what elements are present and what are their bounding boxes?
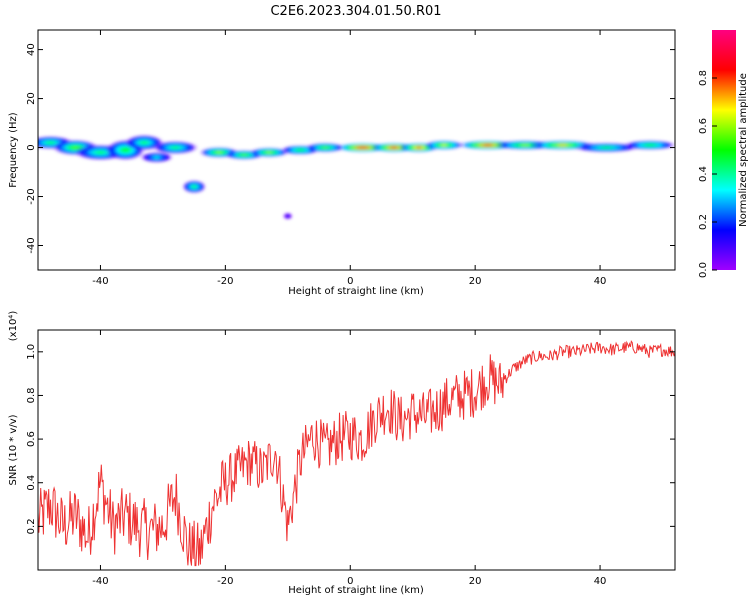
heatmap-cell [171,146,180,149]
snr-xtick-label: -20 [217,576,233,587]
snr-xlabel: Height of straight line (km) [288,585,424,596]
spectrogram-ytick-label: 20 [26,92,37,105]
heatmap-cell [415,146,423,149]
snr-ytick-label: 0.4 [26,475,37,491]
spectrogram-frame [37,29,676,271]
spectrogram-xtick-label: 20 [469,276,482,287]
snr-y-multiplier: (x10⁴) [8,311,19,342]
heatmap-cell [286,215,289,218]
heatmap-cell [557,144,568,147]
spectrogram-heatmap [38,135,675,220]
snr-xtick-label: -40 [92,576,108,587]
spectrogram-xtick-label: 40 [594,276,607,287]
colorbar-tick-label: 0.6 [698,118,709,134]
spectrogram-ytick-label: -40 [26,237,37,253]
heatmap-cell [71,146,80,149]
heatmap-cell [192,185,197,188]
snr-ytick-label: 1.0 [26,344,37,360]
spectrogram-ytick-label: 0 [26,144,37,150]
heatmap-cell [215,151,223,154]
colorbar: 0.0 0.2 0.4 0.6 0.8 Normalized spectral ampl… [698,30,749,278]
heatmap-blob [625,140,675,150]
colorbar-tick-label: 0.2 [698,214,709,230]
snr-xtick-label: 40 [594,576,607,587]
heatmap-cell [154,156,160,159]
spectrogram-xtick-label: -20 [217,276,233,287]
colorbar-label: Normalized spectral amplitude [738,73,749,227]
heatmap-cell [46,141,55,144]
colorbar-tick-label: 0.8 [698,70,709,86]
heatmap-cell [390,146,398,149]
heatmap-cell [265,151,273,154]
snr-xtick-label: 0 [347,576,353,587]
snr-ylabel: SNR (10 * v/v) [8,414,19,485]
snr-ytick-label: 0.8 [26,388,37,404]
heatmap-blob [306,143,345,152]
spectrogram-xtick-label: 0 [347,276,353,287]
snr-ytick-label: 0.6 [26,431,37,447]
heatmap-blob [250,148,288,157]
colorbar-tick-label: 0.4 [698,166,709,182]
spectrogram-ytick-label: -20 [26,188,37,204]
heatmap-cell [322,146,329,149]
heatmap-blob [125,135,163,150]
heatmap-blob [153,141,198,154]
colorbar-tick-label: 0.0 [698,262,709,278]
heatmap-cell [141,141,148,144]
colorbar-bar [712,30,736,270]
heatmap-blob [575,143,638,152]
heatmap-cell [358,146,367,149]
spectrogram-axes: -40 -20 0 20 40 -40 -20 0 20 40 [26,30,675,287]
spectrogram-ylabel: Frequency (Hz) [8,112,19,188]
spectrogram-xlabel: Height of straight line (km) [288,286,424,297]
heatmap-cell [482,144,493,147]
spectrogram-ytick-label: 40 [26,43,37,56]
heatmap-blob [283,213,293,220]
snr-frame [37,329,676,571]
heatmap-cell [240,153,248,156]
heatmap-cell [122,148,129,152]
colorbar-ticks: 0.0 0.2 0.4 0.6 0.8 [698,70,717,278]
snr-panel: -40 -20 0 20 40 0.2 0.4 0.6 0.8 1.0 Height of str… [8,311,676,596]
heatmap-blob [182,180,206,193]
heatmap-cell [520,144,530,147]
heatmap-cell [297,149,304,151]
heatmap-blob [141,152,173,163]
figure-title: C2E6.2023.304.01.50.R01 [270,4,441,19]
snr-series-line [38,340,675,567]
snr-axes: -40 -20 0 20 40 0.2 0.4 0.6 0.8 1.0 [26,330,675,587]
heatmap-cell [440,144,448,147]
snr-ytick-label: 0.2 [26,518,37,534]
heatmap-blob [425,140,463,150]
spectrogram-xtick-label: -40 [92,276,108,287]
heatmap-cell [601,146,612,149]
snr-xtick-label: 20 [469,576,482,587]
spectrogram-panel: -40 -20 0 20 40 -40 -20 0 20 40 Height of straigh… [8,29,676,297]
heatmap-cell [96,151,105,154]
heatmap-cell [645,144,655,147]
